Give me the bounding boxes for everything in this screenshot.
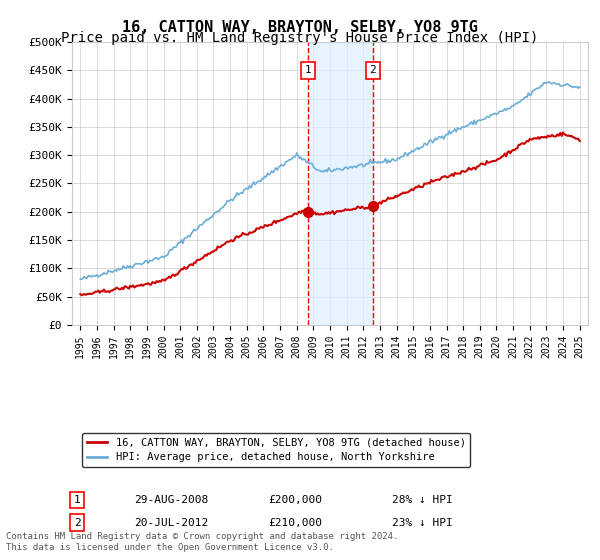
Text: 28% ↓ HPI: 28% ↓ HPI <box>392 495 452 505</box>
Text: Contains HM Land Registry data © Crown copyright and database right 2024.
This d: Contains HM Land Registry data © Crown c… <box>6 532 398 552</box>
Text: 2: 2 <box>74 518 80 528</box>
Legend: 16, CATTON WAY, BRAYTON, SELBY, YO8 9TG (detached house), HPI: Average price, de: 16, CATTON WAY, BRAYTON, SELBY, YO8 9TG … <box>82 433 470 466</box>
Text: 1: 1 <box>304 66 311 75</box>
Text: 16, CATTON WAY, BRAYTON, SELBY, YO8 9TG: 16, CATTON WAY, BRAYTON, SELBY, YO8 9TG <box>122 20 478 35</box>
Text: Price paid vs. HM Land Registry's House Price Index (HPI): Price paid vs. HM Land Registry's House … <box>61 31 539 45</box>
Text: £200,000: £200,000 <box>268 495 322 505</box>
Text: 20-JUL-2012: 20-JUL-2012 <box>134 518 208 528</box>
Bar <box>308 42 373 325</box>
Text: 23% ↓ HPI: 23% ↓ HPI <box>392 518 452 528</box>
Text: 1: 1 <box>74 495 80 505</box>
Text: 2: 2 <box>370 66 376 75</box>
Text: £210,000: £210,000 <box>268 518 322 528</box>
Text: 29-AUG-2008: 29-AUG-2008 <box>134 495 208 505</box>
